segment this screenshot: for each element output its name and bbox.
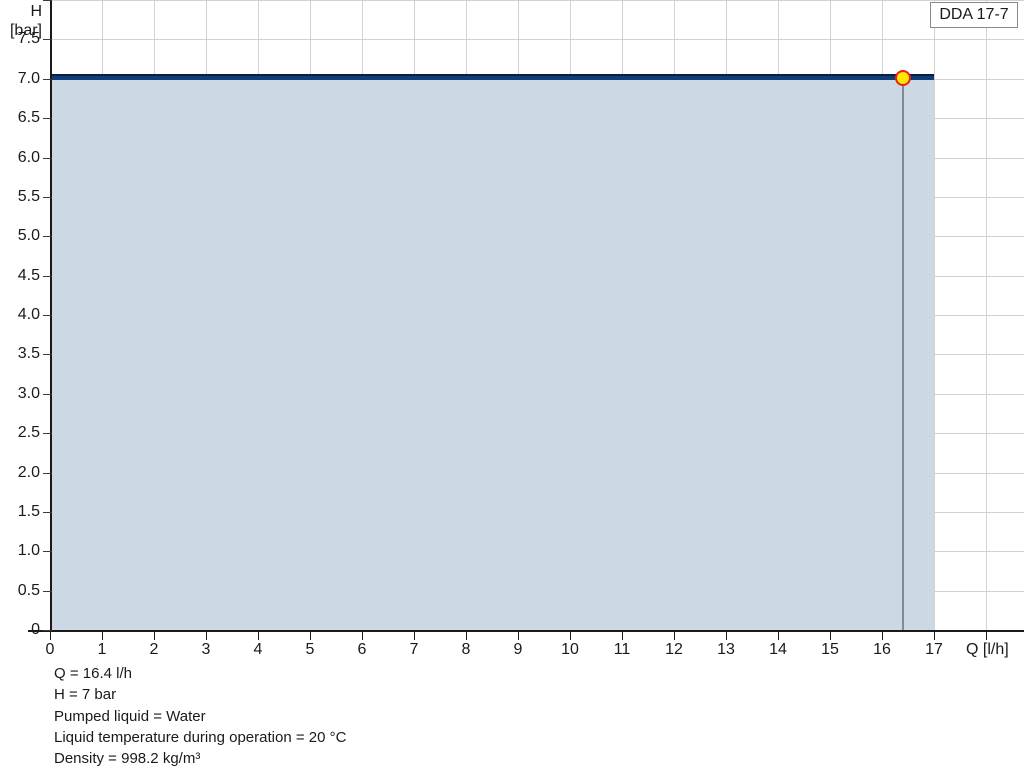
y-axis-tick-mark (43, 393, 52, 395)
x-axis-tick-label: 12 (665, 641, 683, 658)
y-axis-tick-label: 6.5 (17, 109, 40, 127)
performance-curve (50, 75, 934, 80)
x-axis-tick-mark (726, 632, 727, 640)
x-axis-tick-mark (518, 632, 519, 640)
x-axis-tick-mark (310, 632, 311, 640)
y-axis-tick-label: 0.5 (17, 581, 40, 599)
y-axis-tick-mark (43, 630, 52, 631)
x-axis-tick-mark (622, 632, 623, 640)
operating-condition-line: Liquid temperature during operation = 20… (54, 728, 347, 746)
y-axis-tick-mark (43, 78, 52, 80)
x-axis-tick-mark (154, 632, 155, 640)
y-axis-tick-mark (43, 315, 52, 316)
y-axis-title-unit: [bar] (9, 22, 42, 39)
operating-condition-line: Q = 16.4 l/h (54, 665, 132, 682)
operating-conditions-text: Q = 16.4 l/h H = 7 bar Pumped liquid = Wat… (54, 663, 346, 769)
y-axis-tick-mark (43, 354, 52, 356)
y-axis-tick-mark (43, 236, 52, 238)
y-axis-tick-mark (43, 118, 52, 120)
y-axis-tick-label: 5.5 (17, 187, 40, 205)
y-axis-tick-mark (43, 551, 52, 553)
x-axis-tick-label: 5 (305, 641, 315, 658)
x-axis-tick-label: 17 (925, 641, 943, 658)
y-axis-tick-label: 4.0 (17, 306, 40, 323)
x-axis-tick-mark (414, 632, 415, 640)
y-axis-tick-mark (43, 275, 52, 277)
y-axis-tick-label: 7.5 (17, 30, 40, 48)
y-axis-tick-label: 5.0 (17, 227, 40, 245)
curve-fill-area (50, 78, 934, 630)
legend-label: DDA 17-7 (939, 6, 1009, 23)
x-axis-tick-mark (986, 632, 987, 640)
x-axis-tick-label: 6 (357, 641, 367, 658)
y-axis-tick-mark (43, 472, 52, 474)
x-axis-tick-label: 4 (253, 641, 263, 658)
performance-curve-highlight (50, 73, 934, 76)
legend-box[interactable]: DDA 17-7 (930, 2, 1018, 28)
x-axis-tick-mark (934, 632, 935, 640)
x-axis-tick-label: 8 (461, 641, 471, 658)
y-axis-tick-label: 3.5 (17, 345, 40, 363)
y-axis-tick-label: 1.0 (17, 542, 40, 560)
x-axis-tick-mark (50, 632, 51, 640)
x-axis-tick-label: 3 (201, 641, 211, 658)
operating-condition-line: Density = 998.2 kg/m³ (54, 750, 201, 768)
y-axis-tick-mark (43, 157, 52, 159)
y-axis-tick-mark (43, 196, 52, 198)
gridline-horizontal (50, 39, 1024, 41)
x-axis-tick-mark (466, 632, 467, 640)
x-axis-tick-mark (570, 632, 571, 640)
x-axis-tick-label: 14 (769, 641, 787, 658)
x-axis-tick-mark (674, 632, 675, 640)
y-axis-tick-label: 3.0 (17, 384, 40, 402)
x-axis-tick-label: 9 (513, 641, 523, 658)
x-axis-title: Q [l/h] (966, 641, 1009, 658)
x-axis-tick-label: 13 (717, 641, 735, 658)
x-axis-tick-mark (258, 632, 259, 640)
x-axis-tick-label: 11 (613, 641, 631, 658)
y-axis-title-h: H (30, 3, 42, 20)
y-axis-tick-mark (43, 0, 52, 1)
y-axis-tick-label: 7.0 (17, 69, 40, 87)
x-axis-tick-label: 0 (45, 641, 55, 658)
y-axis-tick-label: 2.0 (17, 463, 40, 481)
operating-condition-line: H = 7 bar (54, 686, 117, 704)
x-axis-tick-mark (206, 632, 207, 640)
x-axis-tick-mark (830, 632, 831, 640)
x-axis-tick-label: 10 (561, 641, 579, 658)
x-axis-tick-label: 1 (97, 641, 107, 658)
x-axis-tick-mark (778, 632, 779, 640)
x-axis-tick-label: 15 (821, 641, 839, 658)
x-axis-tick-label: 2 (149, 641, 159, 658)
y-axis-tick-mark (43, 39, 52, 41)
gridline-horizontal (50, 0, 1024, 1)
y-axis-tick-mark (43, 590, 52, 592)
y-axis-tick-mark (43, 433, 52, 435)
y-axis-tick-label: 4.5 (17, 266, 40, 284)
x-axis-line (28, 630, 1024, 632)
duty-point-dropline (901, 78, 904, 630)
x-axis-tick-mark (102, 632, 103, 640)
x-axis-tick-mark (362, 632, 363, 640)
x-axis-tick-mark (882, 632, 883, 640)
x-axis-tick-label: 16 (873, 641, 891, 658)
duty-point-marker[interactable] (894, 69, 911, 86)
plot-area (50, 0, 1024, 630)
y-axis-tick-label: 6.0 (17, 148, 40, 166)
operating-condition-line: Pumped liquid = Water (54, 707, 206, 725)
x-axis-tick-label: 7 (409, 641, 419, 658)
y-axis-tick-label: 2.5 (17, 424, 40, 442)
y-axis-tick-mark (43, 511, 52, 513)
y-axis-tick-label: 0 (31, 621, 40, 638)
y-axis-tick-label: 1.5 (17, 502, 40, 520)
